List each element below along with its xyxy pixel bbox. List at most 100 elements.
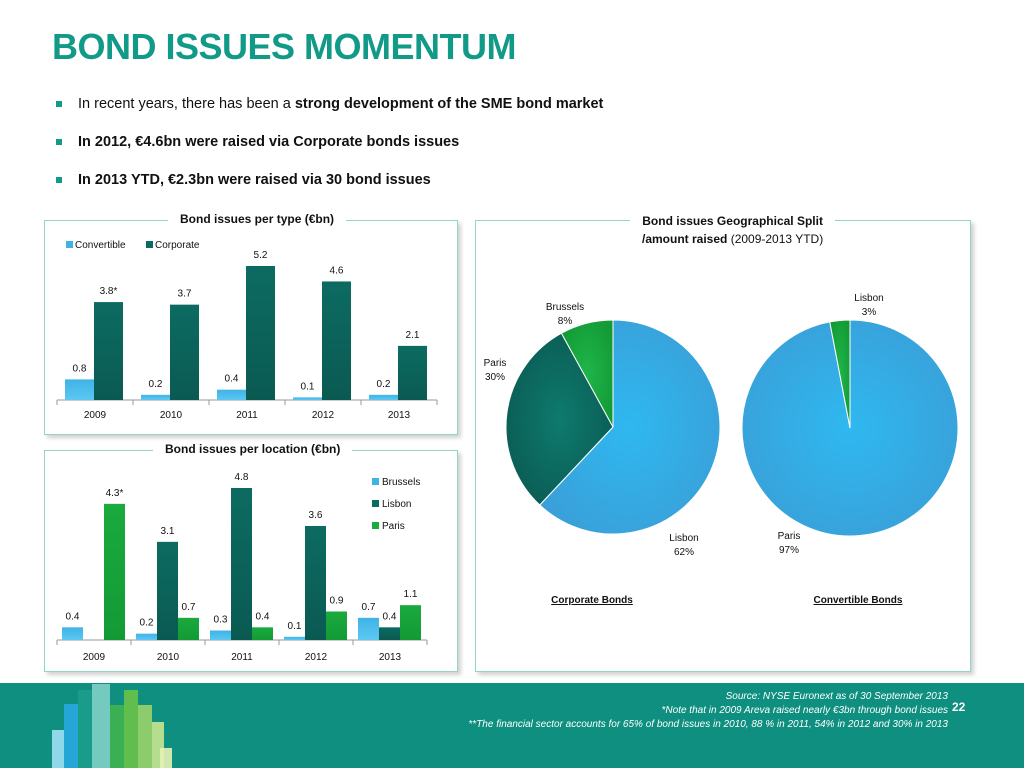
logo-bar — [110, 705, 124, 768]
data-label: 0.1 — [288, 621, 302, 632]
bar-lisbon — [231, 488, 252, 640]
data-label: 2.1 — [406, 330, 420, 341]
bullet-square-icon — [56, 177, 62, 183]
logo-bar — [92, 684, 110, 768]
bullet-item: In 2012, €4.6bn were raised via Corporat… — [56, 131, 956, 169]
bar-brussels — [62, 627, 83, 640]
slice-label-name: Paris — [778, 531, 801, 542]
bar-lisbon — [379, 627, 400, 640]
bar-paris — [104, 503, 125, 640]
data-label: 3.1 — [161, 526, 175, 537]
geo-panel-title-line1: Bond issues Geographical Split — [642, 214, 823, 228]
pie-slice-paris — [505, 332, 614, 506]
footnotes: Source: NYSE Euronext as of 30 September… — [468, 690, 948, 732]
geo-panel-title: Bond issues Geographical Split /amount r… — [630, 212, 836, 248]
bar-convertible — [65, 379, 94, 400]
footnote-source: Source: NYSE Euronext as of 30 September… — [725, 691, 948, 702]
logo-bar — [138, 705, 152, 768]
legend-swatch-convertible — [66, 241, 73, 248]
data-label: 0.3 — [214, 615, 228, 626]
data-label: 0.4 — [383, 611, 397, 622]
data-label: 0.4 — [256, 611, 270, 622]
geo-panel-title-line2: /amount raised (2009-2013 YTD) — [642, 230, 823, 248]
page-title: BOND ISSUES MOMENTUM — [52, 26, 517, 67]
chart-title-per-type: Bond issues per type (€bn) — [168, 212, 347, 226]
bullet-text-plain: In recent years, there has been a — [78, 96, 295, 112]
pie-slice-lisbon — [829, 319, 851, 429]
slice-label-value: 8% — [558, 316, 573, 327]
bar-convertible — [293, 397, 322, 400]
data-label: 3.6 — [309, 510, 323, 521]
legend-label: Brussels — [382, 477, 420, 488]
legend-swatch-brussels — [372, 478, 379, 485]
bar-convertible — [217, 389, 246, 400]
bullet-item: In 2013 YTD, €2.3bn were raised via 30 b… — [56, 169, 956, 207]
bullet-list: In recent years, there has been a strong… — [56, 93, 956, 207]
data-label: 0.2 — [140, 618, 154, 629]
x-tick-label: 2011 — [236, 410, 258, 421]
slice-label-value: 62% — [674, 547, 694, 558]
x-tick-label: 2012 — [312, 410, 335, 421]
data-label: 5.2 — [254, 250, 268, 261]
bar-corporate — [246, 266, 275, 400]
bar-paris — [252, 627, 273, 640]
slice-label-value: 97% — [779, 545, 799, 556]
bar-paris — [400, 605, 421, 640]
bar-convertible — [141, 394, 170, 400]
data-label: 0.1 — [301, 381, 315, 392]
logo-bar — [124, 690, 138, 768]
pie-title: Corporate Bonds — [551, 595, 633, 606]
bullet-text-bold: In 2012, €4.6bn were raised via Corporat… — [78, 134, 460, 150]
bullet-item: In recent years, there has been a strong… — [56, 93, 956, 131]
slice-label-name: Paris — [484, 358, 507, 369]
bar-paris — [326, 611, 347, 640]
bar-brussels — [210, 630, 231, 640]
slice-label-value: 30% — [485, 372, 505, 383]
bar-lisbon — [157, 541, 178, 640]
bar-lisbon — [305, 526, 326, 640]
bar-brussels — [136, 633, 157, 640]
data-label: 0.7 — [362, 602, 376, 613]
data-label: 0.4 — [225, 374, 239, 385]
geo-panel-title-plain: (2009-2013 YTD) — [727, 232, 824, 246]
x-tick-label: 2010 — [157, 652, 180, 663]
x-tick-label: 2009 — [83, 652, 106, 663]
pie-slice-lisbon — [539, 319, 721, 535]
bullet-square-icon — [56, 101, 62, 107]
data-label: 1.1 — [404, 589, 418, 600]
pie-title: Convertible Bonds — [814, 595, 903, 606]
slice-label-name: Lisbon — [669, 533, 698, 544]
x-tick-label: 2009 — [84, 410, 107, 421]
legend-label: Paris — [382, 521, 405, 532]
slice-label-name: Brussels — [546, 302, 584, 313]
legend-swatch-corporate — [146, 241, 153, 248]
x-tick-label: 2013 — [379, 652, 402, 663]
x-tick-label: 2010 — [160, 410, 183, 421]
legend-label: Convertible — [75, 240, 126, 251]
data-label: 0.8 — [73, 363, 87, 374]
slice-label-name: Lisbon — [854, 293, 883, 304]
legend-swatch-paris — [372, 522, 379, 529]
x-tick-label: 2013 — [388, 410, 411, 421]
x-tick-label: 2011 — [231, 652, 253, 663]
legend-swatch-lisbon — [372, 500, 379, 507]
slice-label-value: 3% — [862, 307, 877, 318]
data-label: 0.2 — [377, 379, 391, 390]
data-label: 3.7 — [178, 289, 192, 300]
bar-corporate — [94, 302, 123, 400]
footnote-areva: *Note that in 2009 Areva raised nearly €… — [661, 705, 948, 716]
bullet-square-icon — [56, 139, 62, 145]
legend-label: Corporate — [155, 240, 200, 251]
data-label: 0.4 — [66, 611, 80, 622]
footnote-financial-sector: **The financial sector accounts for 65% … — [468, 719, 948, 730]
bar-brussels — [358, 617, 379, 640]
bar-paris — [178, 617, 199, 640]
data-label: 0.7 — [182, 602, 196, 613]
bar-corporate — [322, 281, 351, 400]
chart-title-per-location: Bond issues per location (€bn) — [153, 442, 353, 456]
bullet-text-bold: In 2013 YTD, €2.3bn were raised via 30 b… — [78, 172, 431, 188]
